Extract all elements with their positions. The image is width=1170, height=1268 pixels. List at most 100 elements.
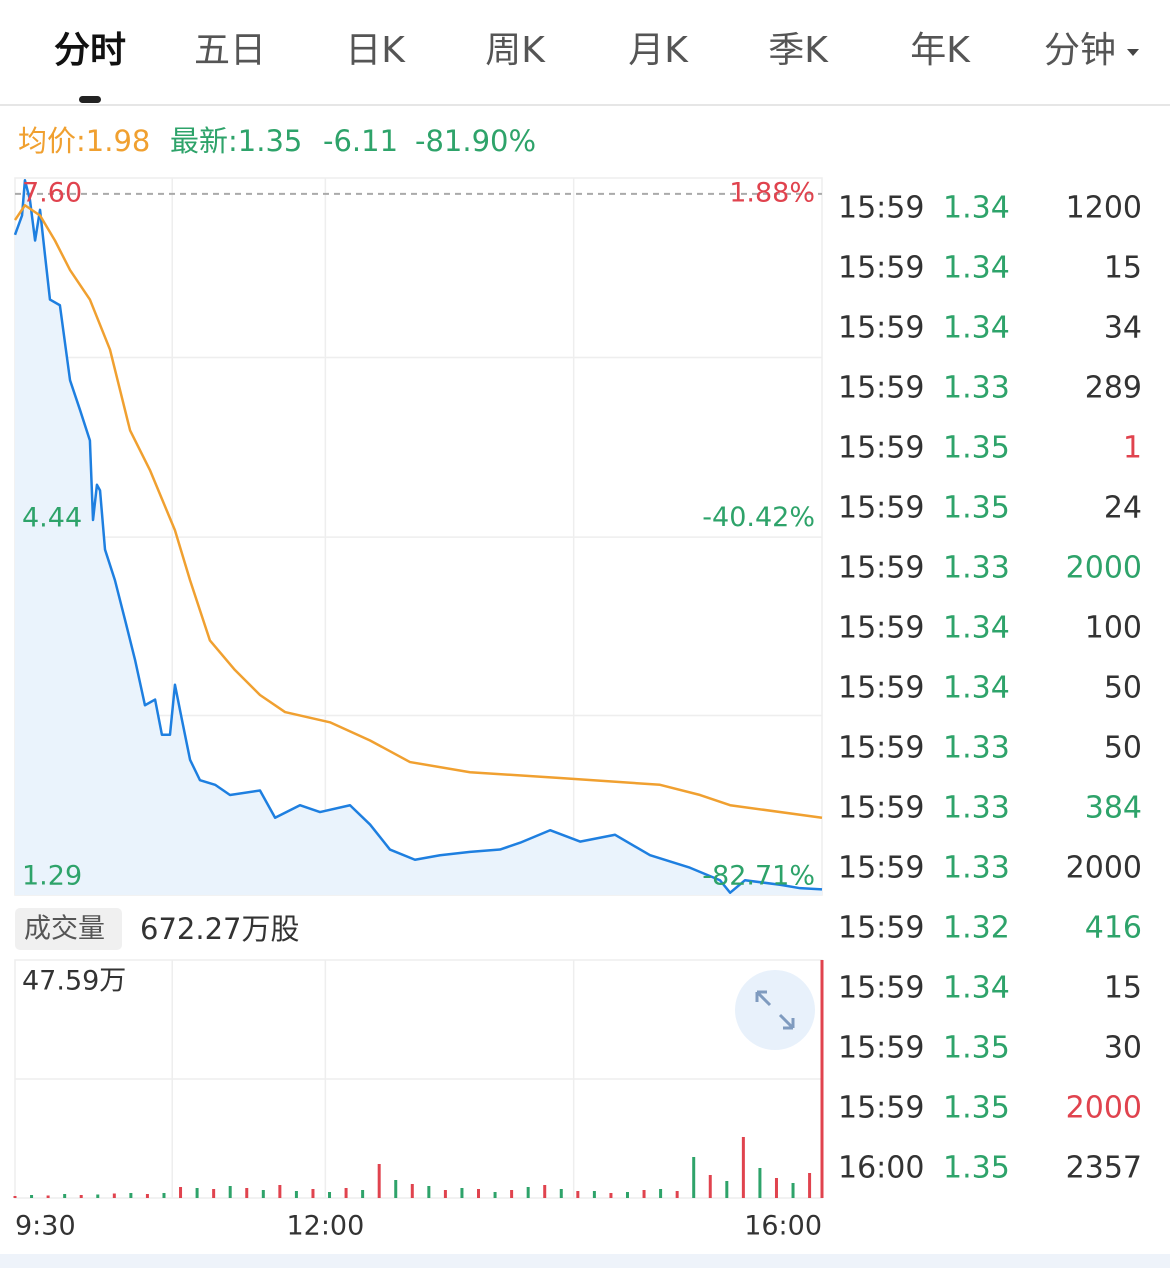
- trade-volume: 15: [1104, 971, 1142, 1006]
- trade-price: 1.35: [943, 1031, 1010, 1066]
- x-tick-label: 9:30: [15, 1211, 76, 1242]
- volume-total: 672.27万股: [140, 912, 299, 946]
- y-tick-label: 1.29: [22, 861, 82, 892]
- trade-price: 1.34: [943, 971, 1010, 1006]
- trade-volume: 30: [1104, 1031, 1142, 1066]
- trade-volume: 1200: [1066, 191, 1142, 226]
- y2-tick-label: -82.71%: [702, 861, 815, 892]
- volume-bar: [13, 1195, 17, 1198]
- avg-price: 均价:1.98: [18, 124, 150, 158]
- trade-volume: 2000: [1066, 1091, 1142, 1126]
- volume-bar: [774, 1177, 778, 1198]
- x-tick-label: 12:00: [286, 1211, 364, 1242]
- volume-bar: [625, 1191, 629, 1198]
- volume-bar: [96, 1194, 100, 1198]
- price-line: [13, 204, 823, 819]
- trade-price: 1.32: [943, 911, 1010, 946]
- trade-volume: 1: [1123, 431, 1142, 466]
- expand-button[interactable]: [735, 970, 815, 1050]
- tab[interactable]: 季K: [768, 30, 829, 71]
- volume-bar: [543, 1184, 547, 1198]
- trade-volume: 100: [1085, 611, 1142, 646]
- tab[interactable]: 月K: [628, 30, 689, 71]
- tab[interactable]: 分钟: [1044, 30, 1116, 71]
- trade-volume: 289: [1085, 371, 1142, 406]
- trade-time: 15:59: [838, 491, 924, 526]
- y2-tick-label: 1.88%: [729, 178, 815, 209]
- latest-price: 最新:1.35: [170, 124, 302, 158]
- tab[interactable]: 年K: [910, 30, 971, 71]
- trade-volume: 50: [1104, 671, 1142, 706]
- trade-time: 15:59: [838, 311, 924, 346]
- volume-bar: [212, 1188, 216, 1198]
- volume-bar: [659, 1188, 663, 1198]
- trade-time: 15:59: [838, 551, 924, 586]
- trade-time: 16:00: [838, 1151, 924, 1186]
- tab[interactable]: 周K: [485, 30, 546, 71]
- trade-time: 15:59: [838, 911, 924, 946]
- tab[interactable]: 分时: [54, 30, 126, 71]
- volume-bar: [145, 1193, 149, 1198]
- volume-bar: [195, 1187, 199, 1198]
- change-pct: -81.90%: [415, 124, 536, 158]
- trade-time: 15:59: [838, 611, 924, 646]
- trade-time: 15:59: [838, 431, 924, 466]
- volume-bar: [477, 1188, 481, 1198]
- tab[interactable]: 日K: [345, 30, 406, 71]
- volume-bar: [725, 1180, 729, 1198]
- volume-bar: [129, 1192, 133, 1198]
- volume-bar: [443, 1189, 447, 1198]
- volume-bar: [394, 1179, 398, 1198]
- trade-price: 1.34: [943, 251, 1010, 286]
- trade-price: 1.33: [943, 551, 1010, 586]
- dropdown-arrow[interactable]: [1127, 49, 1139, 56]
- volume-bar: [278, 1184, 282, 1198]
- trade-time: 15:59: [838, 851, 924, 886]
- trade-price: 1.33: [943, 791, 1010, 826]
- volume-bar: [609, 1192, 613, 1198]
- volume-bar: [791, 1182, 795, 1198]
- price-area: [15, 180, 822, 895]
- tab[interactable]: 五日: [194, 30, 266, 71]
- volume-bar: [642, 1189, 646, 1198]
- x-tick-label: 16:00: [744, 1211, 822, 1242]
- volume-bar: [427, 1185, 431, 1198]
- change: -6.11: [323, 124, 398, 158]
- volume-bar: [377, 1163, 381, 1198]
- volume-bar: [526, 1186, 530, 1198]
- volume-tick-label: 47.59万: [22, 966, 126, 997]
- volume-bar: [261, 1189, 265, 1198]
- volume-bar: [112, 1193, 116, 1198]
- trade-time: 15:59: [838, 1031, 924, 1066]
- volume-bar: [245, 1187, 249, 1198]
- volume-bar: [410, 1183, 414, 1198]
- trade-price: 1.35: [943, 431, 1010, 466]
- volume-bar: [692, 1156, 696, 1198]
- trade-time: 15:59: [838, 971, 924, 1006]
- expand-icon[interactable]: [755, 990, 795, 1030]
- volume-bar: [361, 1189, 365, 1198]
- volume-bar: [460, 1187, 464, 1198]
- trade-price: 1.34: [943, 191, 1010, 226]
- volume-bar: [328, 1191, 332, 1198]
- volume-bar: [63, 1193, 67, 1198]
- volume-bar: [576, 1190, 580, 1198]
- trade-volume: 416: [1085, 911, 1142, 946]
- trade-price: 1.35: [943, 1151, 1010, 1186]
- trade-time: 15:59: [838, 1091, 924, 1126]
- trade-time: 15:59: [838, 251, 924, 286]
- y2-tick-label: -40.42%: [702, 502, 815, 533]
- volume-bar: [46, 1195, 50, 1198]
- trade-price: 1.33: [943, 371, 1010, 406]
- trade-price: 1.33: [943, 731, 1010, 766]
- volume-bar: [758, 1167, 762, 1198]
- trade-volume: 384: [1085, 791, 1142, 826]
- tab-indicator: [79, 96, 101, 103]
- volume-bar: [741, 1136, 745, 1198]
- volume-bar: [79, 1194, 83, 1198]
- volume-bar: [493, 1191, 497, 1198]
- trade-time: 15:59: [838, 191, 924, 226]
- y-tick-label: 4.44: [22, 503, 82, 534]
- trade-volume: 24: [1104, 491, 1142, 526]
- trade-volume: 2000: [1066, 551, 1142, 586]
